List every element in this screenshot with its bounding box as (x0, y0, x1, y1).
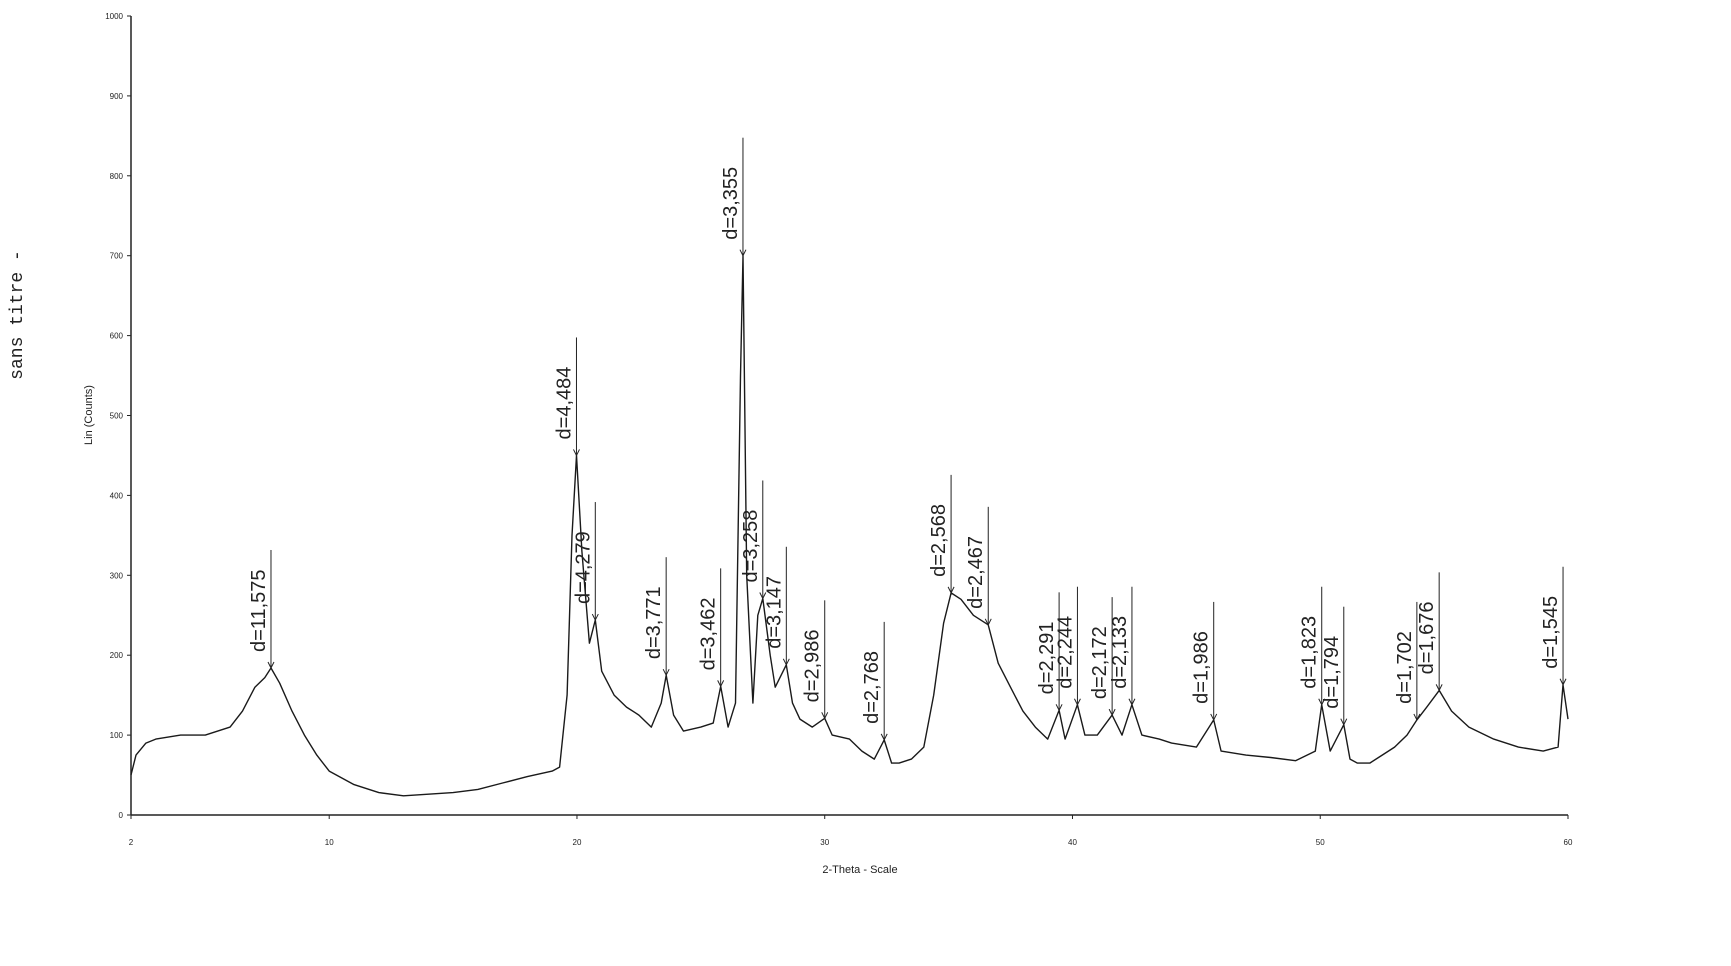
peak-label: d=2,291 (1036, 621, 1058, 694)
y-tick-label: 400 (110, 491, 124, 500)
peak-arrow (821, 712, 829, 720)
peak-label: d=3,771 (643, 586, 665, 659)
peak-label: d=1,545 (1540, 596, 1562, 669)
peak-arrow (1108, 708, 1116, 717)
y-tick-label: 1000 (105, 12, 123, 21)
peak-arrow (739, 249, 747, 257)
x-tick-label: 2 (129, 838, 134, 847)
x-tick-label: 60 (1564, 838, 1573, 847)
peak-label: d=4,484 (553, 367, 575, 440)
page-label: sans titre - (8, 250, 28, 380)
x-tick-label: 20 (573, 838, 582, 847)
peak-label: d=2,244 (1054, 616, 1076, 689)
y-tick-label: 0 (119, 811, 124, 820)
y-tick-label: 200 (110, 651, 124, 660)
x-tick-label: 40 (1068, 838, 1077, 847)
peak-arrow (1559, 678, 1567, 686)
diffraction-line (130, 255, 1569, 797)
peak-arrow (880, 733, 888, 742)
peak-arrow (782, 658, 790, 666)
peak-label: d=3,462 (698, 598, 720, 671)
peak-arrow (1055, 704, 1063, 712)
peak-arrow (1340, 718, 1348, 726)
x-tick-label: 10 (325, 838, 334, 847)
peak-label: d=2,133 (1109, 616, 1131, 689)
peak-label: d=2,568 (928, 504, 950, 577)
peak-label: d=2,172 (1089, 626, 1111, 699)
peak-arrow (1435, 684, 1443, 692)
peak-arrow (662, 668, 670, 677)
peak-label: d=3,147 (763, 576, 785, 649)
peak-label: d=4,279 (572, 531, 594, 604)
y-tick-label: 100 (110, 731, 124, 740)
y-tick-label: 800 (110, 172, 124, 181)
peak-arrow (591, 613, 599, 622)
y-tick-label: 600 (110, 332, 124, 341)
peak-label: d=1,702 (1394, 631, 1416, 704)
peak-label: d=2,467 (965, 536, 987, 609)
peak-label: d=3,355 (720, 167, 742, 240)
peak-arrow (1318, 698, 1326, 706)
x-axis-label: 2-Theta - Scale (822, 864, 897, 876)
peak-arrow (1128, 698, 1136, 706)
x-tick-label: 50 (1316, 838, 1325, 847)
peak-arrow (759, 592, 767, 600)
x-tick-label: 30 (820, 838, 829, 847)
peak-label: d=2,768 (861, 651, 883, 724)
peak-arrow (947, 586, 955, 594)
peak-arrow (1073, 698, 1081, 706)
peak-label: d=1,676 (1416, 601, 1438, 674)
y-axis-label: Lin (Counts) (83, 385, 95, 445)
peak-label: d=1,794 (1321, 636, 1343, 709)
y-tick-label: 500 (110, 412, 124, 421)
peak-arrow (1413, 713, 1421, 722)
y-tick-label: 700 (110, 252, 124, 261)
y-tick-label: 900 (110, 92, 124, 101)
peak-label: d=2,986 (802, 629, 824, 702)
peak-arrow (573, 449, 580, 457)
peak-label: d=11,575 (248, 569, 270, 652)
peak-arrow (984, 618, 992, 626)
peak-label: d=1,823 (1299, 616, 1321, 689)
peak-arrow (267, 661, 275, 670)
peak-label: d=1,986 (1191, 631, 1213, 704)
y-tick-label: 300 (110, 571, 124, 580)
peak-arrow (1210, 713, 1218, 722)
peak-label: d=3,258 (740, 510, 762, 583)
peak-arrow (717, 680, 725, 688)
